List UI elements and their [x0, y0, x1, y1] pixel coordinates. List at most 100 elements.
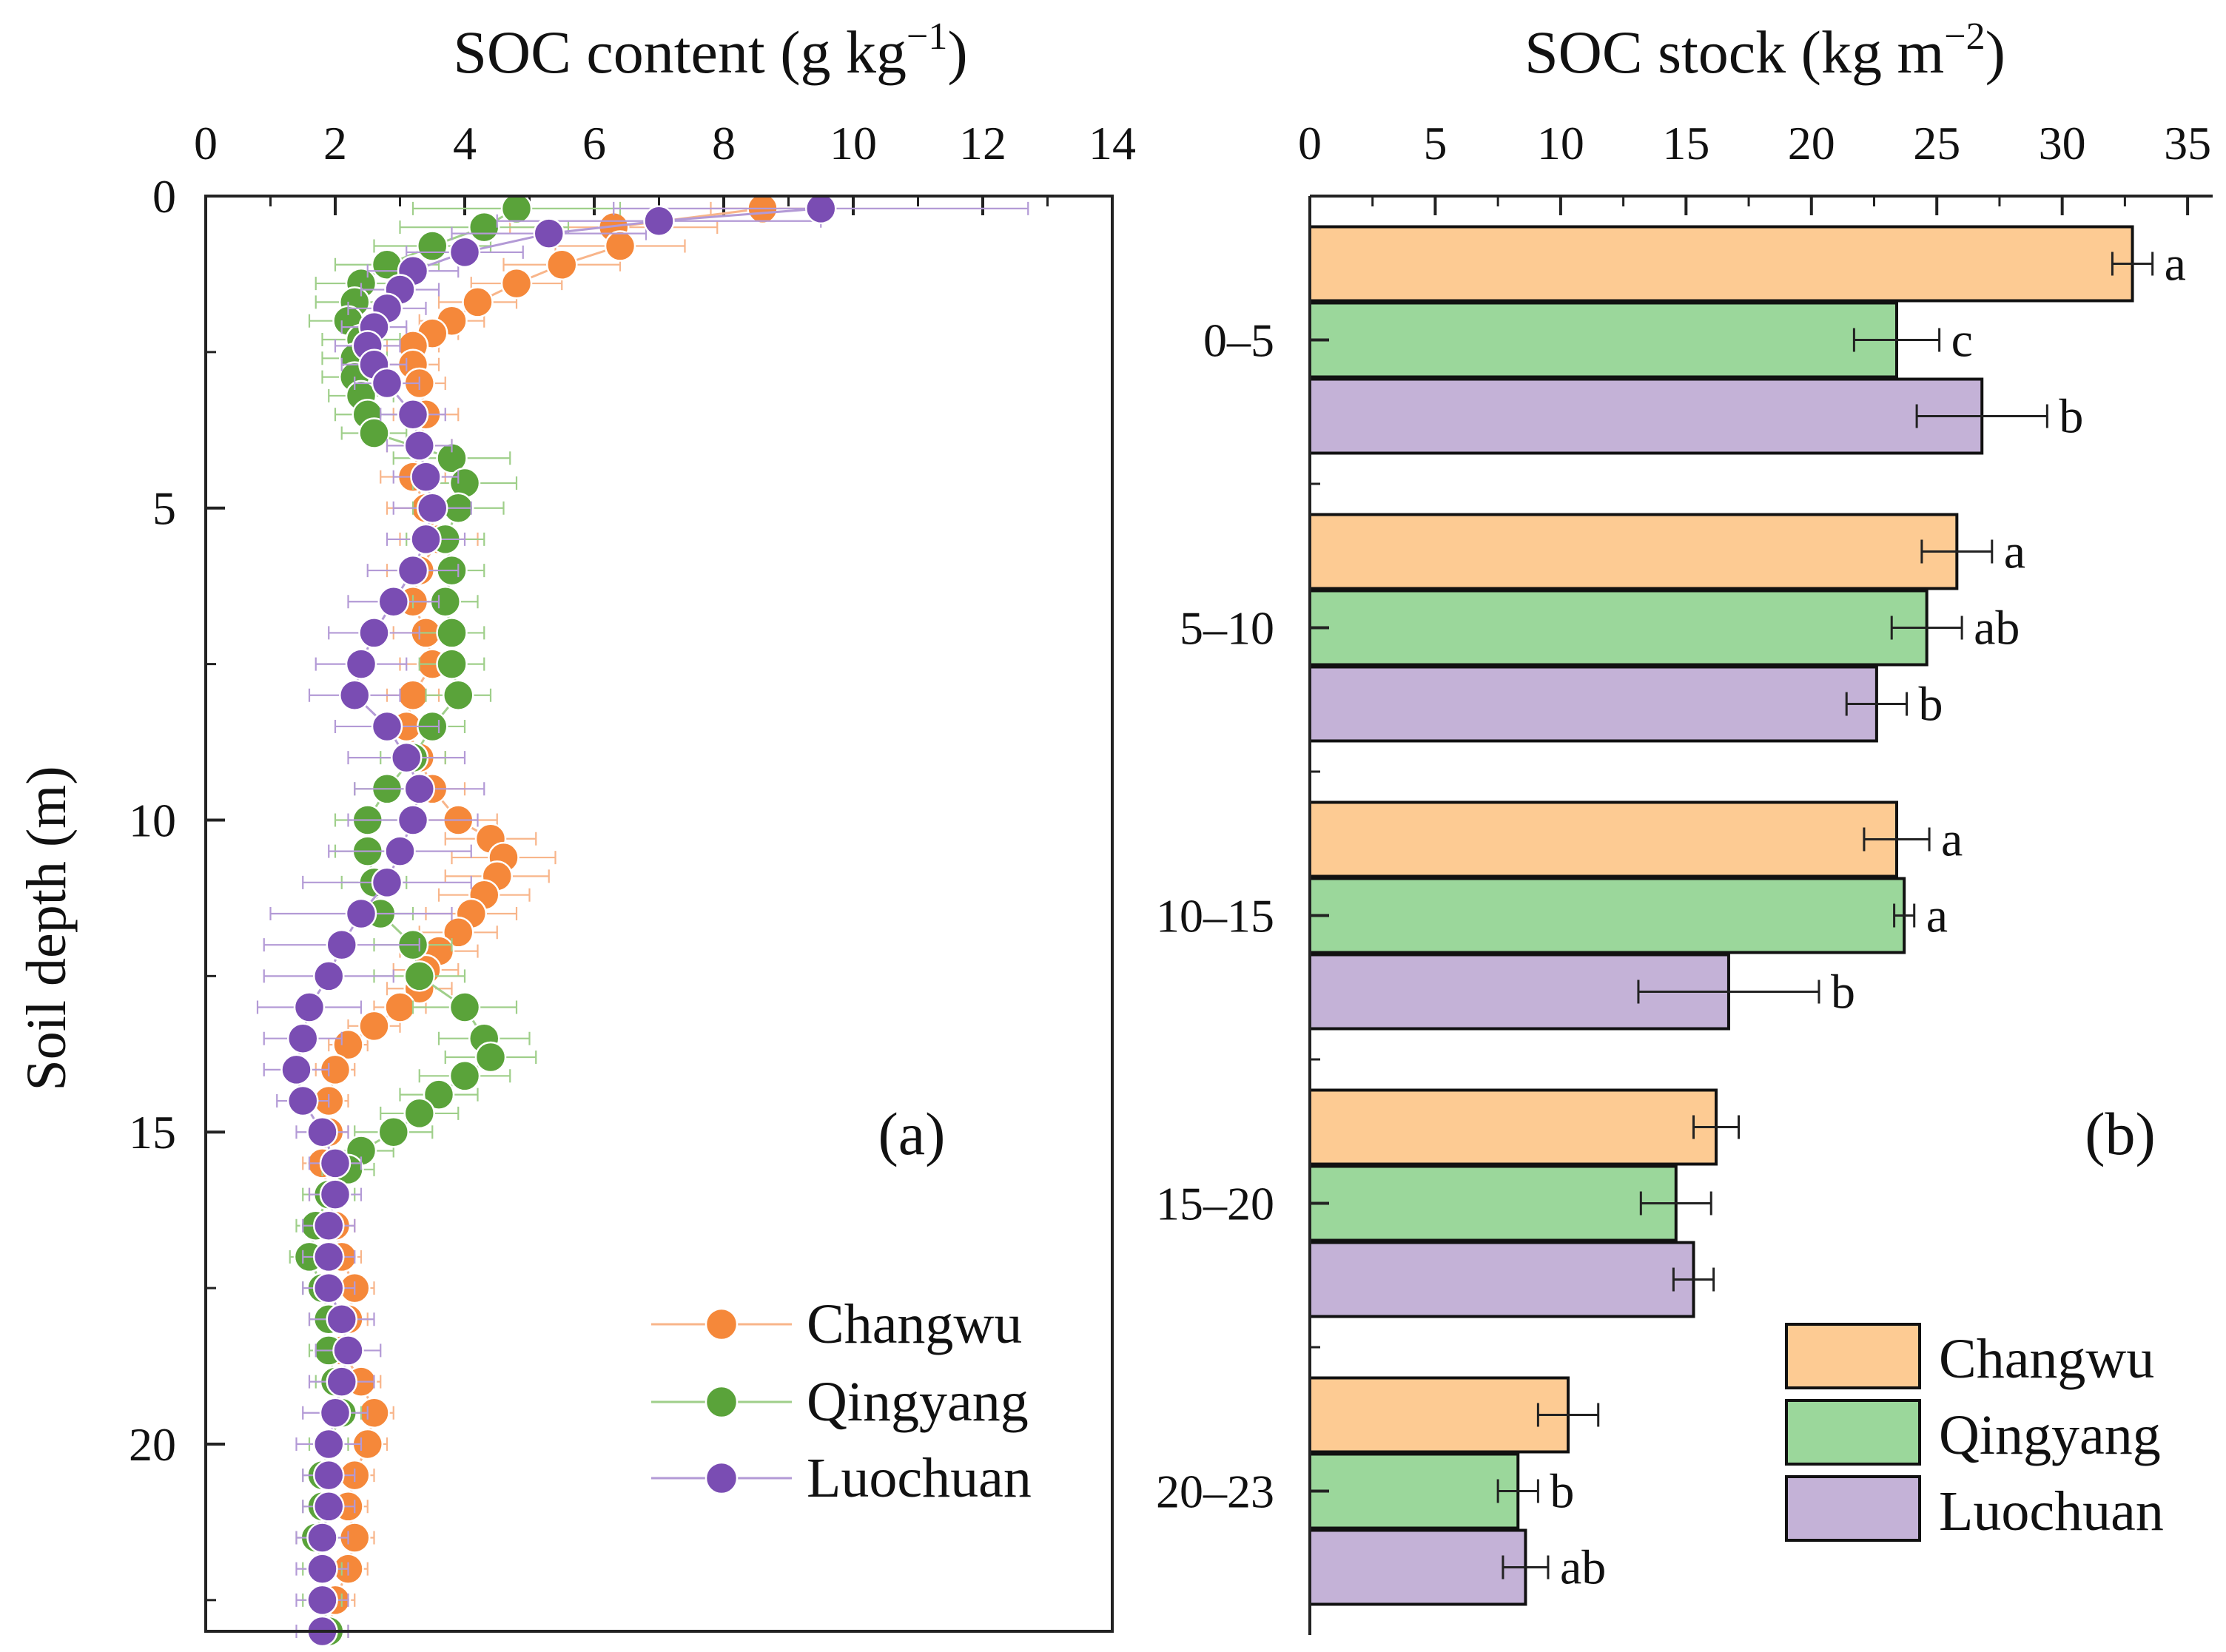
panel-a-legend: Changwu Qingyang Luochuan — [651, 1293, 1032, 1509]
a-y-tick-label: 5 — [152, 482, 176, 535]
data-point-qingyang — [448, 991, 481, 1023]
significance-letter: b — [1831, 965, 1855, 1019]
a-x-tick-label: 10 — [830, 117, 877, 169]
a-y-tick-label: 20 — [129, 1418, 176, 1471]
bar-qingyang — [1308, 1452, 1520, 1530]
data-point-luochuan — [339, 679, 371, 712]
bar-error-bar — [1672, 1267, 1715, 1292]
panel-b-legend: Changwu Qingyang Luochuan — [1785, 1323, 2164, 1543]
significance-letter: b — [1550, 1465, 1574, 1519]
b-x-tick-label: 35 — [2164, 117, 2211, 169]
bar-qingyang — [1308, 589, 1929, 667]
bar-qingyang — [1308, 877, 1906, 954]
bar-error-bar — [1852, 328, 1941, 352]
b-category-label: 15–20 — [1156, 1178, 1274, 1230]
data-point-luochuan — [319, 1147, 352, 1179]
data-point-qingyang — [377, 1116, 409, 1148]
data-point-luochuan — [397, 804, 429, 836]
legend-b-qingyang: Qingyang — [1785, 1399, 2161, 1466]
a-x-tick-label: 14 — [1089, 117, 1136, 169]
data-point-luochuan — [280, 1053, 312, 1086]
legend-a-luochuan: Luochuan — [651, 1447, 1032, 1509]
data-point-luochuan — [313, 960, 345, 992]
bar-error-bar — [1890, 616, 1963, 640]
panel-b-soc-stock: SOC stock (kg m−2) 0 5 10 15 20 25 30 35 acbaab… — [1156, 16, 2213, 1635]
data-point-qingyang — [443, 679, 474, 712]
legend-b-changwu: Changwu — [1785, 1323, 2154, 1390]
b-x-tick-label: 0 — [1298, 117, 1322, 169]
legend-a-qingyang-marker — [705, 1385, 739, 1419]
data-point-luochuan — [313, 1428, 345, 1460]
data-point-luochuan — [345, 648, 377, 680]
legend-b-changwu-label: Changwu — [1939, 1328, 2154, 1390]
data-point-luochuan — [332, 1335, 364, 1366]
data-point-luochuan — [287, 1022, 319, 1054]
data-point-luochuan — [313, 1272, 345, 1304]
data-point-qingyang — [436, 617, 468, 649]
bar-luochuan — [1308, 1241, 1695, 1318]
data-point-luochuan — [805, 192, 837, 225]
data-point-luochuan — [403, 430, 435, 462]
data-point-luochuan — [403, 773, 435, 805]
data-point-changwu — [443, 917, 474, 948]
data-point-qingyang — [403, 960, 435, 992]
panel-a-sublabel: (a) — [878, 1100, 945, 1167]
panel-a-data-points — [256, 192, 1029, 1648]
a-x-tick-label: 8 — [712, 117, 736, 169]
data-point-luochuan — [313, 1241, 345, 1273]
data-point-luochuan — [306, 1116, 338, 1148]
bar-error-bar — [1692, 1115, 1740, 1139]
data-point-luochuan — [306, 1522, 338, 1554]
bar-error-bar — [1915, 404, 2048, 428]
bar-error-bar — [1637, 980, 1820, 1004]
bar-error-bar — [1920, 539, 1994, 564]
bar-error-bar — [1639, 1191, 1712, 1216]
panel-a-soc-content: SOC content (g kg−1) 0 2 4 6 8 10 12 14 0 5 10 15 2… — [16, 16, 1136, 1648]
legend-a-changwu-label: Changwu — [807, 1293, 1022, 1355]
data-point-qingyang — [417, 230, 448, 262]
data-point-luochuan — [371, 710, 403, 743]
bar-qingyang — [1308, 301, 1898, 379]
bar-error-bar — [1893, 903, 1916, 928]
legend-b-luochuan-label: Luochuan — [1939, 1480, 2164, 1543]
legend-b-luochuan-swatch — [1785, 1475, 1921, 1542]
data-point-qingyang — [358, 417, 390, 449]
data-point-luochuan — [287, 1085, 319, 1117]
panel-a-y-axis-title: Soil depth (m) — [16, 766, 78, 1090]
data-point-luochuan — [533, 218, 565, 249]
data-point-luochuan — [410, 523, 442, 556]
data-point-qingyang — [403, 1097, 435, 1130]
panel-b-x-ticks: 0 5 10 15 20 25 30 35 — [1298, 117, 2211, 215]
data-point-luochuan — [345, 897, 377, 930]
legend-a-qingyang: Qingyang — [651, 1371, 1029, 1433]
data-point-luochuan — [391, 741, 423, 774]
b-x-tick-label: 20 — [1788, 117, 1835, 169]
bar-error-bar — [1502, 1555, 1550, 1579]
data-point-luochuan — [319, 1397, 352, 1429]
data-point-changwu — [332, 1028, 364, 1061]
data-point-changwu — [384, 991, 416, 1023]
bar-changwu — [1308, 225, 2134, 303]
data-point-qingyang — [436, 648, 468, 680]
legend-a-qingyang-label: Qingyang — [807, 1371, 1029, 1433]
a-y-tick-label: 10 — [129, 794, 176, 846]
data-point-luochuan — [293, 991, 326, 1023]
data-point-luochuan — [326, 1304, 357, 1335]
data-point-luochuan — [397, 554, 429, 587]
data-point-luochuan — [643, 205, 675, 237]
bar-luochuan — [1308, 1528, 1527, 1606]
data-point-luochuan — [377, 586, 409, 618]
data-point-luochuan — [384, 835, 416, 867]
data-point-luochuan — [448, 236, 481, 269]
b-x-tick-label: 5 — [1423, 117, 1447, 169]
a-y-tick-label: 0 — [152, 170, 176, 223]
data-point-changwu — [462, 286, 494, 318]
data-point-luochuan — [397, 398, 429, 431]
bar-changwu — [1308, 800, 1898, 878]
significance-letter: a — [2004, 525, 2025, 579]
bar-qingyang — [1308, 1164, 1678, 1242]
legend-a-luochuan-label: Luochuan — [807, 1447, 1032, 1509]
panel-a-frame — [204, 195, 1114, 1633]
